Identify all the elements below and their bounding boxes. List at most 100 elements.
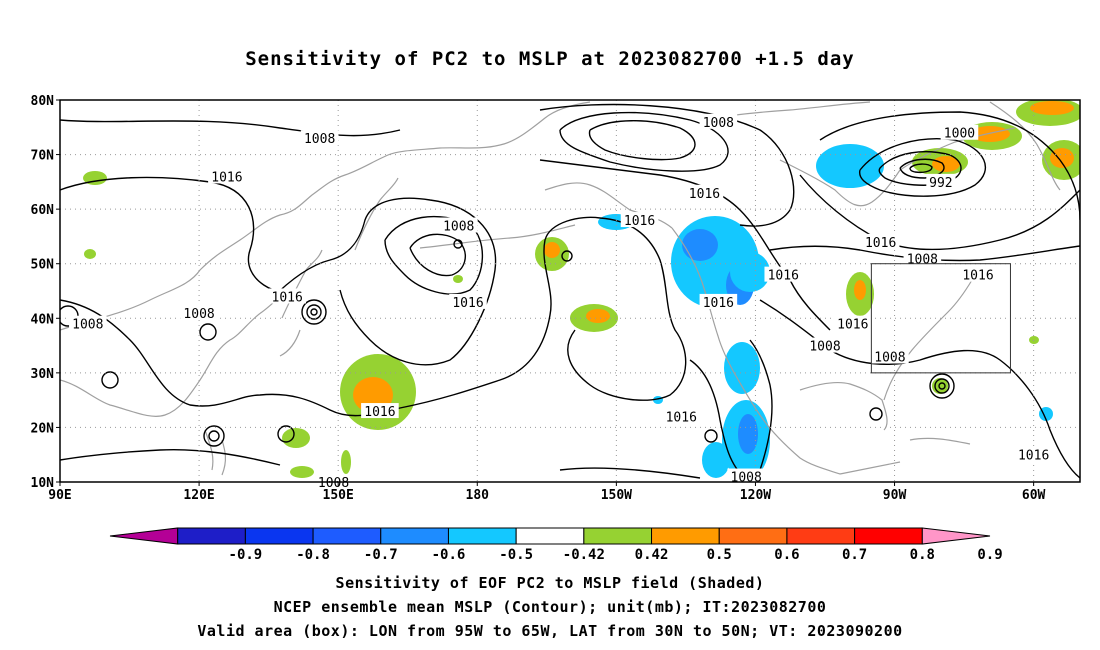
contour-label-bg	[764, 266, 803, 282]
colorbar-segment	[854, 527, 923, 545]
coast-line	[60, 289, 291, 417]
contour-line	[60, 119, 401, 137]
contour-label-bg	[1014, 446, 1053, 462]
contour-line	[277, 425, 295, 443]
contour-label-bg	[449, 293, 487, 309]
contour-label-bg	[180, 304, 218, 320]
colorbar-label: -0.7	[364, 547, 398, 563]
contour-label: 1008	[731, 471, 762, 486]
lon-tick-label: 150W	[601, 488, 632, 503]
shade-patch	[682, 229, 718, 261]
shade-patch	[290, 466, 314, 478]
contour-line	[306, 304, 322, 320]
contour-line	[689, 339, 773, 479]
mslp-contours	[60, 103, 1080, 479]
contour-line	[384, 215, 484, 295]
colorbar-label: -0.5	[499, 547, 533, 563]
lon-tick-label: 120W	[740, 488, 771, 503]
contour-line	[409, 233, 466, 277]
contour-line	[704, 429, 718, 443]
coastlines	[60, 101, 1061, 476]
colorbar-segment	[651, 527, 720, 545]
colorbar-label: -0.9	[229, 547, 263, 563]
contour-line	[310, 308, 318, 316]
lat-tick-label: 20N	[31, 421, 55, 436]
contour-label-bg	[940, 124, 979, 140]
contour-line	[938, 382, 946, 390]
contour-label: 1008	[304, 132, 335, 147]
caption-line-3: Valid area (box): LON from 95W to 65W, L…	[197, 622, 903, 640]
caption-line-1: Sensitivity of EOF PC2 to MSLP field (Sh…	[335, 574, 765, 592]
shade-patch	[702, 442, 730, 478]
contour-label: 1008	[703, 116, 734, 131]
contour-line	[567, 217, 687, 401]
contour-label-bg	[926, 173, 956, 189]
contour-label: 1008	[907, 252, 938, 267]
contour-line	[819, 111, 1080, 221]
contour-label-bg	[861, 233, 900, 249]
contour-line	[559, 467, 701, 479]
contour-line	[561, 250, 573, 262]
contour-line	[101, 371, 119, 389]
contour-label-bg	[300, 130, 339, 146]
colorbar-segment	[447, 527, 517, 545]
contour-label-bg	[959, 266, 997, 282]
contour-label-bg	[806, 337, 844, 353]
colorbar-left-arrow	[109, 527, 179, 545]
contour-label: 1008	[443, 220, 474, 235]
contour-label-bg	[208, 168, 246, 184]
contour-label: 992	[929, 176, 952, 191]
coast-line	[354, 177, 399, 251]
shade-patch	[341, 450, 351, 474]
shade-patch	[586, 309, 610, 323]
colorbar-label: -0.42	[563, 547, 605, 563]
contour-label: 1016	[962, 269, 993, 284]
colorbar-segment	[515, 527, 585, 545]
lon-tick-label: 90W	[883, 488, 907, 503]
contour-line	[799, 174, 1080, 251]
lat-tick-label: 30N	[31, 367, 55, 382]
contour-line	[934, 378, 950, 394]
colorbar-label: 0.5	[707, 547, 732, 563]
contour-label: 1016	[703, 296, 734, 311]
colorbar-right-arrow	[921, 527, 991, 545]
contour-label-bg	[662, 408, 701, 424]
contour-label-bg	[685, 184, 724, 200]
lat-tick-label: 70N	[31, 149, 55, 164]
colorbar-label: 0.9	[977, 547, 1002, 563]
shade-patch	[854, 280, 866, 300]
figure-title: Sensitivity of PC2 to MSLP at 2023082700…	[245, 48, 855, 70]
contour-line	[301, 299, 327, 325]
shade-patch	[932, 156, 960, 172]
colorbar-segment	[312, 527, 382, 545]
colorbar-segment	[380, 527, 449, 545]
lat-tick-label: 10N	[31, 476, 55, 491]
lon-tick-label: 60W	[1022, 488, 1046, 503]
shade-patch	[816, 144, 884, 188]
lon-tick-label: 120E	[183, 488, 214, 503]
colorbar: -0.9 -0.8 -0.7 -0.6 -0.5 -0.42 0.42 0.5 0.6 0.7 0.…	[109, 527, 1003, 563]
sensitivity-shading	[83, 100, 1080, 480]
coast-line	[671, 227, 841, 475]
contour-label-bg	[903, 250, 942, 266]
contour-line	[60, 448, 281, 466]
colorbar-label: 0.42	[635, 547, 669, 563]
coast-line	[60, 101, 591, 331]
contour-line	[203, 425, 225, 447]
colorbar-label: 0.7	[842, 547, 867, 563]
colorbar-label: 0.6	[774, 547, 799, 563]
shade-patch	[544, 242, 560, 258]
colorbar-segment	[583, 527, 653, 545]
shade-patch	[724, 342, 760, 394]
valid-area-box	[870, 263, 1011, 374]
lon-tick-label: 180	[466, 488, 490, 503]
coast-line	[779, 127, 1016, 207]
contour-label-bg	[268, 288, 306, 304]
contour-label-bg	[361, 403, 399, 419]
contour-line	[869, 407, 883, 421]
contour-line	[269, 197, 497, 366]
contour-label: 1000	[944, 127, 975, 142]
coast-line	[839, 437, 971, 475]
lon-tick-label: 90E	[48, 488, 71, 503]
